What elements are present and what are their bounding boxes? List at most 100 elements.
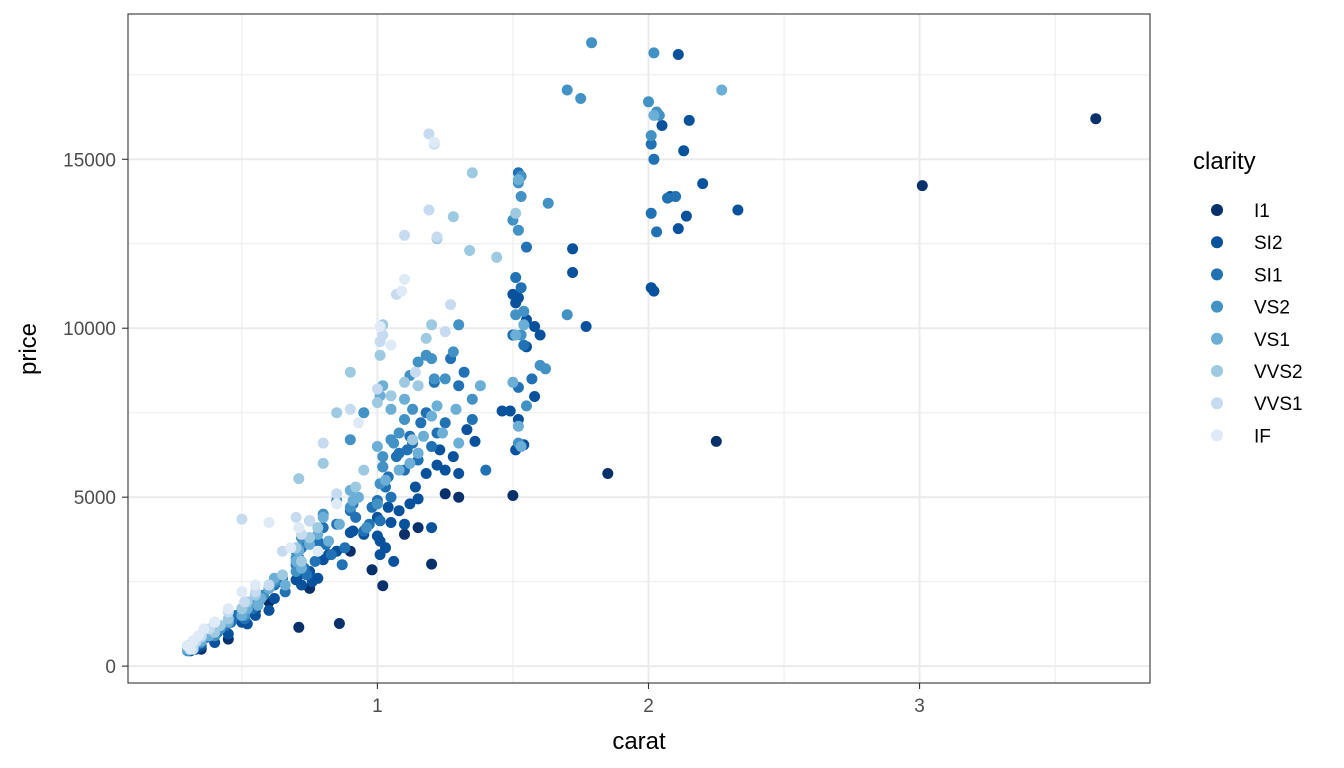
data-point-si2 [268, 593, 280, 604]
legend-label-i1: I1 [1254, 201, 1270, 222]
data-point-vvs2 [412, 380, 424, 392]
data-point-si2 [672, 223, 684, 235]
data-point-vs2 [540, 363, 551, 375]
data-point-vs1 [518, 319, 530, 331]
data-point-vvs2 [374, 349, 386, 361]
data-point-i1 [602, 468, 614, 479]
data-point-vs1 [352, 491, 364, 503]
data-point-if [399, 273, 410, 285]
data-point-si2 [296, 579, 307, 591]
data-point-si1 [426, 441, 438, 452]
y-tick-label: 0 [105, 657, 116, 678]
legend-label-if: IF [1254, 426, 1271, 447]
data-point-si2 [534, 329, 546, 341]
data-point-vs2 [361, 522, 373, 534]
data-point-vs1 [380, 474, 391, 486]
data-point-si2 [420, 468, 432, 479]
data-point-vs2 [512, 224, 524, 236]
data-point-i1 [439, 488, 451, 500]
data-point-vvs1 [290, 511, 302, 523]
legend-label-vs1: VS1 [1254, 330, 1290, 351]
data-point-i1 [1090, 113, 1102, 125]
data-point-vvs2 [358, 464, 370, 476]
data-point-si2 [732, 204, 744, 216]
legend-label-si1: SI1 [1254, 265, 1283, 286]
data-point-vvs2 [407, 434, 419, 446]
data-point-si2 [496, 405, 508, 417]
data-point-if [209, 616, 221, 628]
data-point-vvs1 [239, 596, 251, 608]
data-point-si2 [683, 114, 695, 126]
data-point-vvs2 [344, 366, 356, 378]
data-point-si1 [510, 272, 522, 283]
y-tick-label: 10000 [63, 319, 116, 340]
data-point-vs2 [561, 84, 573, 96]
data-point-if [249, 579, 261, 591]
data-point-vvs2 [350, 481, 362, 493]
data-point-vvs2 [466, 167, 478, 179]
data-point-vvs1 [371, 383, 383, 395]
data-point-si2 [409, 481, 421, 493]
data-point-vvs2 [447, 211, 459, 223]
data-point-si1 [401, 444, 413, 456]
data-point-vs2 [586, 37, 598, 49]
data-point-si1 [439, 417, 451, 429]
data-point-vs2 [393, 427, 405, 439]
data-point-si2 [447, 451, 459, 463]
data-point-vvs2 [317, 457, 329, 469]
data-point-si2 [404, 498, 416, 510]
data-point-si2 [263, 604, 275, 616]
data-point-vs2 [447, 346, 459, 358]
legend-label-vs2: VS2 [1254, 298, 1290, 319]
data-point-si2 [393, 505, 405, 517]
data-point-vvs2 [296, 555, 307, 567]
data-point-vs2 [371, 498, 383, 510]
data-point-vvs1 [399, 229, 410, 241]
y-tick-label: 15000 [63, 150, 116, 171]
legend-label-vvs2: VVS2 [1254, 362, 1303, 383]
data-point-si2 [580, 321, 592, 332]
data-point-vs1 [515, 441, 527, 452]
data-point-vs2 [407, 403, 419, 415]
data-point-si2 [412, 493, 424, 505]
plot-panel-border [127, 13, 1151, 684]
data-point-if [293, 522, 305, 534]
data-point-si1 [374, 515, 386, 527]
data-point-i1 [412, 522, 424, 534]
data-point-vs2 [377, 451, 389, 463]
legend: clarity I1 SI2 SI1 VS2 VS1 VVS2 VVS1 IF [1193, 148, 1303, 447]
legend-key-i1 [1211, 204, 1223, 216]
data-point-vs1 [426, 410, 438, 422]
data-point-if [184, 643, 196, 655]
data-point-vs2 [510, 309, 522, 321]
data-point-si2 [680, 210, 692, 222]
data-point-vvs1 [439, 326, 451, 338]
data-point-si1 [526, 373, 538, 385]
data-point-si2 [469, 435, 481, 447]
data-point-i1 [916, 180, 928, 192]
data-point-si2 [529, 321, 541, 332]
data-point-si1 [521, 241, 532, 253]
data-point-si1 [309, 555, 321, 567]
data-point-if [312, 545, 324, 557]
data-point-si2 [371, 530, 383, 542]
data-point-vvs2 [399, 376, 410, 388]
data-point-vs2 [453, 319, 465, 331]
data-point-si2 [439, 464, 451, 476]
data-point-vs1 [385, 403, 397, 415]
data-point-vvs2 [293, 473, 305, 485]
data-point-vs1 [404, 457, 416, 469]
y-tick-label: 5000 [74, 488, 116, 509]
data-point-si1 [645, 138, 657, 150]
data-point-vs1 [279, 579, 291, 591]
data-point-vvs1 [263, 579, 275, 591]
data-points [182, 37, 1102, 657]
data-point-vvs1 [431, 231, 443, 243]
data-point-vs1 [716, 84, 728, 96]
data-point-vvs1 [331, 488, 343, 500]
data-point-si2 [648, 285, 660, 297]
data-point-if [222, 603, 234, 615]
data-point-si1 [480, 464, 492, 476]
data-point-vs1 [418, 430, 429, 442]
